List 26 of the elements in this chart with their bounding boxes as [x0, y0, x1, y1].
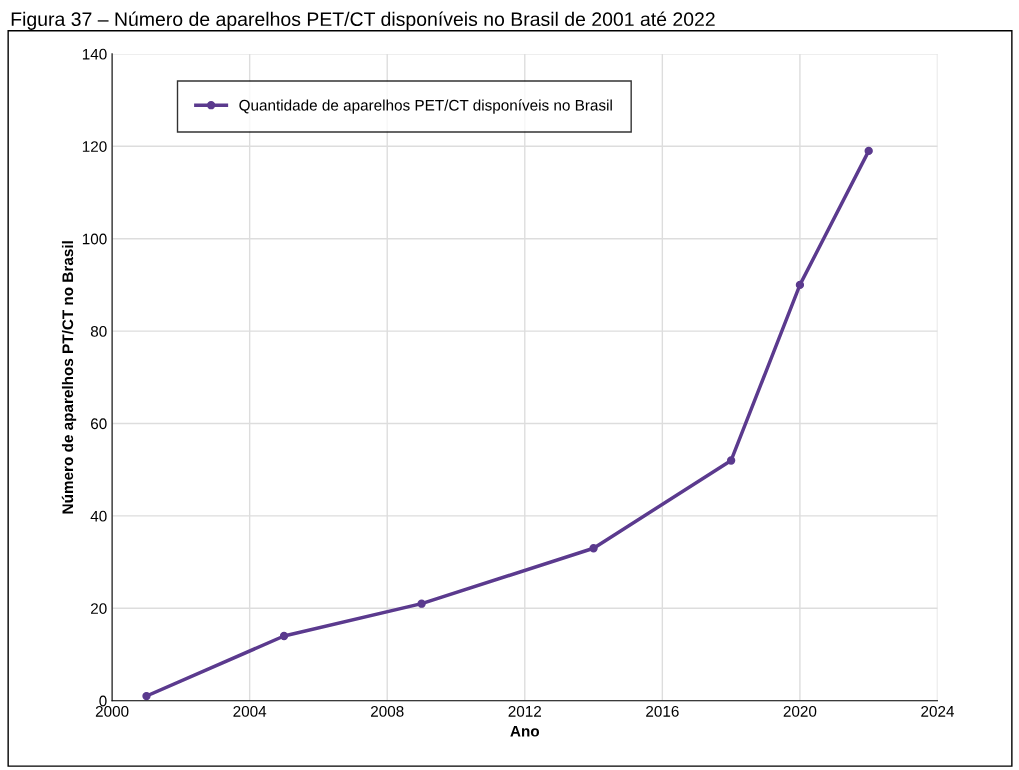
y-tick-label: 0	[99, 695, 107, 707]
x-axis-title: Ano	[510, 725, 540, 737]
y-tick-label: 140	[82, 48, 107, 60]
x-tick-label: 2024	[921, 705, 955, 717]
y-tick-label: 40	[90, 510, 107, 522]
point	[795, 280, 805, 290]
y-tick-label: 20	[91, 603, 107, 614]
point	[417, 599, 426, 608]
x-tick-label: 2000	[95, 705, 129, 717]
point	[726, 456, 736, 465]
x-tick-label: 2004	[233, 705, 267, 717]
point	[279, 631, 289, 641]
point	[589, 544, 598, 553]
x-tick-label: 2016	[646, 705, 679, 717]
y-tick-label: 100	[82, 233, 107, 245]
y-tick-label: 120	[82, 141, 107, 152]
point	[142, 691, 151, 701]
chart-title: Figura 37 – Número de aparelhos PET/CT disponíveis no Brasil de 2001 até 2022	[11, 11, 715, 30]
legend-label: Quantidade de aparelhos PET/CT disponíveis no Brasil	[239, 99, 612, 114]
y-tick-label: 60	[91, 418, 107, 430]
x-tick-label: 2012	[508, 705, 542, 717]
x-tick-label: 2020	[783, 705, 817, 717]
x-tick-label: 2008	[371, 705, 404, 717]
point	[864, 146, 873, 156]
y-tick-label: 80	[90, 325, 107, 337]
y-axis-title: Número de aparelhos PT/CT no Brasil	[61, 241, 77, 514]
